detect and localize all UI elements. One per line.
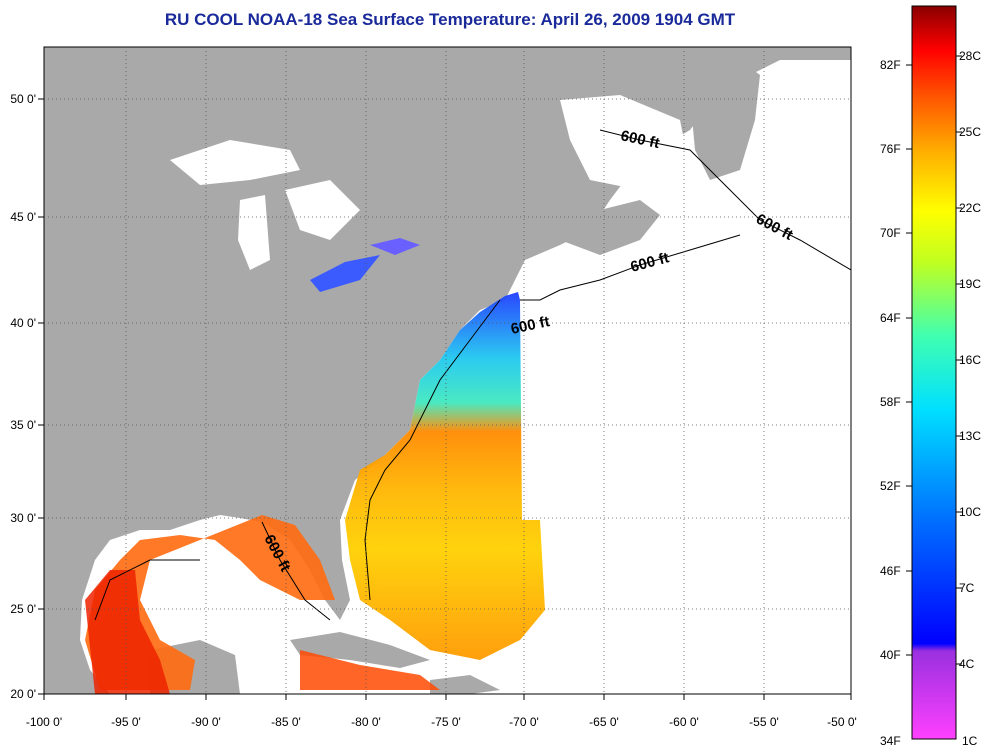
colorbar-c-label: 19C xyxy=(959,277,982,291)
colorbar-c-label: 22C xyxy=(959,201,982,215)
colorbar-f-label: 76F xyxy=(880,142,901,156)
sst-caribbean xyxy=(300,650,440,690)
colorbar-f-label: 40F xyxy=(880,648,901,662)
lake-michigan xyxy=(238,195,270,270)
tick-marks xyxy=(38,98,852,700)
lon-label: -85 0' xyxy=(271,715,301,729)
lat-label: 30 0' xyxy=(10,511,36,525)
colorbar-f-label: 82F xyxy=(880,58,901,72)
lon-label: -90 0' xyxy=(191,715,221,729)
lon-label: -50 0' xyxy=(827,715,857,729)
gulf-st-lawrence xyxy=(560,95,690,190)
lake-erie xyxy=(310,255,380,292)
colorbar-f-label: 52F xyxy=(880,479,901,493)
lon-label: -60 0' xyxy=(669,715,699,729)
lat-label: 50 0' xyxy=(10,92,36,106)
600ft-contour-southeast xyxy=(364,299,501,601)
map-title: RU COOL NOAA-18 Sea Surface Temperature:… xyxy=(164,10,736,29)
colorbar-f-label: 70F xyxy=(880,226,901,240)
nova-scotia-land xyxy=(560,200,660,255)
600ft-contour xyxy=(599,129,851,271)
lon-label: -70 0' xyxy=(509,715,539,729)
cuba-land xyxy=(290,632,430,668)
lon-label: -55 0' xyxy=(749,715,779,729)
colorbar-c-label: 16C xyxy=(959,353,982,367)
lake-superior xyxy=(170,140,300,185)
colorbar-c-label: 7C xyxy=(959,581,975,595)
colorbar-c-label: 1C xyxy=(962,734,978,748)
lat-label: 40 0' xyxy=(10,316,36,330)
colorbar-f-label: 34F xyxy=(880,734,901,748)
600ft-contour-shelf xyxy=(520,234,741,301)
colorbar-c-label: 13C xyxy=(959,429,982,443)
lon-label: -75 0' xyxy=(431,715,461,729)
lake-ontario xyxy=(370,238,420,255)
lon-label: -100 0' xyxy=(26,715,62,729)
colorbar-c-label: 25C xyxy=(959,125,982,139)
lat-label: 25 0' xyxy=(10,602,36,616)
map-border xyxy=(43,46,852,695)
lon-label: -80 0' xyxy=(351,715,381,729)
colorbar-f-label: 46F xyxy=(880,564,901,578)
sst-atlantic xyxy=(345,292,545,660)
lat-label: 20 0' xyxy=(10,687,36,701)
colorbar-c-label: 10C xyxy=(959,505,982,519)
colorbar-c-label: 4C xyxy=(959,657,975,671)
600ft-contour-gulf xyxy=(94,521,331,621)
lon-label: -95 0' xyxy=(111,715,141,729)
colorbar xyxy=(911,5,957,740)
lake-huron xyxy=(285,180,360,240)
colorbar-c-label: 28C xyxy=(959,49,982,63)
newfoundland-land xyxy=(690,60,760,180)
graticule xyxy=(44,47,851,694)
lat-label: 45 0' xyxy=(10,210,36,224)
sst-gulf-red xyxy=(85,570,170,694)
lat-label: 35 0' xyxy=(10,418,36,432)
colorbar-ticks xyxy=(906,55,962,665)
hispaniola-land xyxy=(430,675,500,694)
colorbar-f-label: 58F xyxy=(880,395,901,409)
colorbar-f-label: 64F xyxy=(880,311,901,325)
lon-label: -65 0' xyxy=(589,715,619,729)
